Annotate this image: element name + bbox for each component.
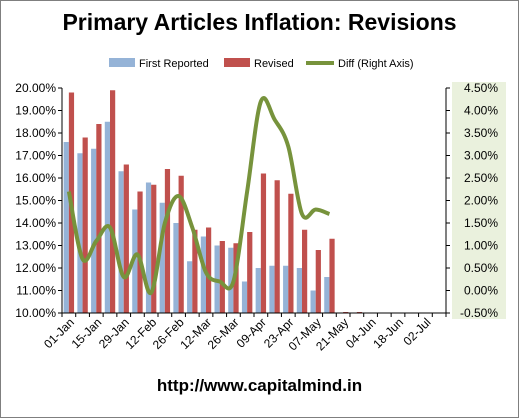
- y-right-tick-label: 1.50%: [464, 216, 498, 230]
- bar-revised: [192, 229, 198, 313]
- y-left-tick-label: 10.00%: [15, 306, 56, 320]
- y-left-tick-label: 17.00%: [15, 149, 56, 163]
- bar-first-reported: [187, 261, 193, 313]
- right-axis-band: [452, 82, 506, 319]
- bar-revised: [178, 175, 184, 313]
- bar-revised: [110, 90, 116, 313]
- y-right-tick-label: 2.50%: [464, 171, 498, 185]
- y-right-tick-label: -0.50%: [460, 306, 498, 320]
- y-left-tick-label: 16.00%: [15, 171, 56, 185]
- legend-label-diff: Diff (Right Axis): [338, 58, 414, 70]
- footer-url: http://www.capitalmind.in: [156, 376, 363, 395]
- y-right-tick-label: 0.50%: [464, 261, 498, 275]
- bar-revised: [82, 137, 88, 313]
- y-left-tick-label: 11.00%: [16, 284, 56, 298]
- bar-first-reported: [241, 281, 248, 313]
- x-tick-label: 15-Jan: [69, 315, 105, 351]
- legend-swatch-first-reported: [109, 58, 135, 67]
- bar-first-reported: [283, 265, 289, 313]
- legend-swatch-revised: [224, 58, 250, 67]
- y-left-tick-label: 18.00%: [15, 126, 56, 140]
- bar-first-reported: [91, 148, 97, 313]
- bar-first-reported: [104, 121, 110, 313]
- y-right-tick-label: 0.00%: [464, 284, 498, 298]
- bar-revised: [329, 238, 335, 313]
- legend-label-revised: Revised: [254, 58, 294, 70]
- y-left-tick-label: 20.00%: [15, 81, 56, 95]
- bar-first-reported: [63, 142, 69, 313]
- bar-first-reported: [200, 236, 206, 313]
- bar-revised: [302, 229, 308, 313]
- bar-revised: [123, 164, 129, 313]
- bar-revised: [288, 193, 294, 313]
- x-tick-label: 09-Apr: [234, 315, 269, 350]
- y-left-tick-label: 19.00%: [15, 104, 56, 118]
- bar-first-reported: [159, 202, 165, 313]
- bar-revised: [151, 184, 157, 313]
- y-right-tick-label: 3.00%: [464, 149, 498, 163]
- bar-revised: [206, 227, 212, 313]
- x-tick-label: 04-Jun: [343, 315, 379, 351]
- y-left-tick-label: 15.00%: [15, 194, 56, 208]
- bar-first-reported: [77, 153, 83, 313]
- bar-first-reported: [118, 171, 124, 313]
- bar-first-reported: [228, 247, 234, 313]
- line-diff: [66, 96, 331, 295]
- y-right-tick-label: 3.50%: [464, 126, 498, 140]
- y-left-tick-label: 13.00%: [15, 239, 56, 253]
- bar-revised: [274, 180, 280, 313]
- x-tick-label: 26-Mar: [205, 315, 242, 352]
- bar-first-reported: [132, 209, 138, 313]
- x-tick-label: 01-Jan: [41, 315, 77, 351]
- y-left-tick-label: 14.00%: [15, 216, 56, 230]
- bar-revised: [260, 173, 267, 313]
- bar-first-reported: [255, 268, 261, 313]
- bar-first-reported: [173, 223, 179, 313]
- y-right-tick-label: 4.50%: [464, 81, 498, 95]
- y-right-tick-label: 2.00%: [464, 194, 498, 208]
- y-right-tick-label: 4.00%: [464, 104, 498, 118]
- bar-first-reported: [145, 182, 152, 313]
- y-right-tick-label: 1.00%: [464, 239, 498, 253]
- bar-revised: [137, 191, 143, 313]
- bar-revised: [96, 124, 102, 313]
- chart-title: Primary Articles Inflation: Revisions: [62, 9, 457, 35]
- bar-revised: [315, 250, 321, 313]
- x-tick-label: 02-Jul: [401, 315, 434, 348]
- x-tick-label: 18-Jun: [370, 315, 406, 351]
- bar-first-reported: [324, 277, 330, 313]
- bar-revised: [164, 169, 171, 313]
- bar-revised: [247, 232, 253, 313]
- bar-first-reported: [296, 268, 302, 313]
- y-left-tick-label: 12.00%: [15, 261, 56, 275]
- bar-revised: [219, 241, 225, 313]
- bar-first-reported: [269, 265, 275, 313]
- legend-label-first-reported: First Reported: [139, 58, 209, 70]
- bar-first-reported: [310, 290, 316, 313]
